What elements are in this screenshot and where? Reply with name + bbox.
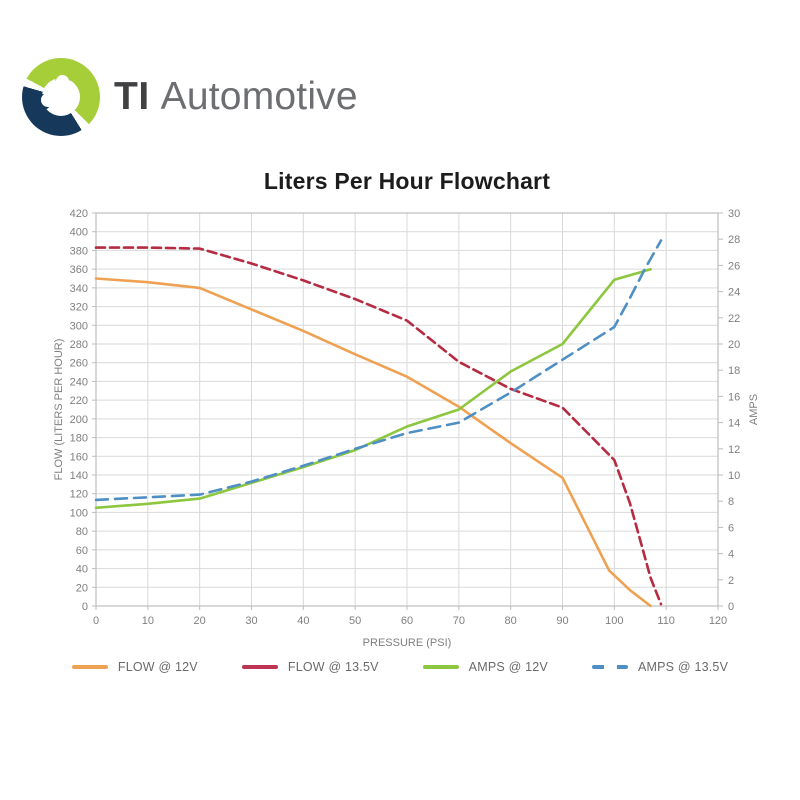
brand-ti: TI [114, 75, 150, 118]
left-axis-tick-label: 100 [70, 507, 88, 519]
right-axis-tick-label: 4 [728, 549, 734, 561]
legend-swatch [591, 665, 628, 669]
left-axis-tick-label: 300 [70, 320, 88, 332]
series-line-amps-12v [94, 268, 652, 510]
left-axis-tick-label: 280 [70, 339, 88, 351]
legend-label: FLOW @ 12V [117, 660, 198, 674]
left-axis-tick-label: 40 [76, 564, 88, 576]
legend-label: FLOW @ 13.5V [287, 660, 379, 674]
right-axis-tick-label: 12 [728, 444, 740, 456]
right-axis-tick-label: 18 [728, 365, 740, 377]
legend-swatch [71, 665, 108, 669]
legend-item-flow-12v: FLOW @ 12V [71, 660, 198, 674]
x-axis-tick-label: 70 [453, 615, 465, 627]
right-axis-tick-label: 8 [728, 496, 734, 508]
ti-automotive-logo: TI Automotive [22, 58, 358, 136]
x-axis-tick-label: 40 [297, 615, 309, 627]
brand-automotive: Automotive [160, 75, 358, 118]
left-axis-tick-label: 380 [70, 245, 88, 257]
x-axis-title: PRESSURE (PSI) [363, 637, 452, 649]
x-axis-tick-label: 100 [605, 615, 623, 627]
left-axis-tick-label: 140 [70, 470, 88, 482]
right-axis-tick-label: 22 [728, 313, 740, 325]
series-line-amps-13.5v [94, 239, 663, 502]
legend-swatch [422, 665, 459, 669]
right-axis-tick-label: 24 [728, 287, 740, 299]
legend-swatch [241, 665, 278, 669]
right-axis-tick-label: 10 [728, 470, 740, 482]
series-line-flow-13.5v [94, 246, 663, 606]
right-axis-tick-label: 6 [728, 522, 734, 534]
right-axis-tick-label: 26 [728, 260, 740, 272]
x-axis-tick-label: 10 [142, 615, 154, 627]
x-axis-tick-label: 30 [245, 615, 257, 627]
brand-name: TI Automotive [114, 75, 358, 119]
left-axis-tick-label: 60 [76, 545, 88, 557]
chart-legend: FLOW @ 12V FLOW @ 13.5V AMPS @ 12V AMPS @ 1… [0, 660, 800, 674]
left-axis-tick-label: 220 [70, 395, 88, 407]
left-axis-tick-label: 320 [70, 302, 88, 314]
x-axis-tick-label: 110 [657, 615, 675, 627]
left-axis-tick-label: 340 [70, 283, 88, 295]
left-axis-tick-label: 260 [70, 358, 88, 370]
flow-chart-plot: 0204060801001201401601802002202402602803… [53, 208, 760, 649]
x-axis-tick-label: 80 [505, 615, 517, 627]
left-axis-tick-label: 120 [70, 489, 88, 501]
right-axis-tick-label: 20 [728, 339, 740, 351]
chart-title: Liters Per Hour Flowchart [263, 168, 551, 194]
legend-label: AMPS @ 13.5V [637, 660, 729, 674]
left-axis-tick-label: 240 [70, 376, 88, 388]
x-axis-tick-label: 60 [401, 615, 413, 627]
series-line-flow-12v [94, 277, 652, 608]
left-axis-title: FLOW (LITERS PER HOUR) [53, 339, 65, 481]
left-axis-tick-label: 200 [70, 414, 88, 426]
x-axis-tick-label: 20 [194, 615, 206, 627]
right-axis-tick-label: 2 [728, 575, 734, 587]
left-axis-tick-label: 360 [70, 264, 88, 276]
legend-item-amps-13.5v: AMPS @ 13.5V [591, 660, 729, 674]
right-axis-tick-label: 16 [728, 391, 740, 403]
right-axis-tick-label: 0 [728, 601, 734, 613]
legend-item-amps-12v: AMPS @ 12V [422, 660, 548, 674]
x-axis-tick-label: 0 [93, 615, 99, 627]
x-axis-tick-label: 50 [349, 615, 361, 627]
left-axis-tick-label: 160 [70, 451, 88, 463]
left-axis-tick-label: 400 [70, 227, 88, 239]
x-axis-tick-label: 120 [709, 615, 727, 627]
left-axis-tick-label: 80 [76, 526, 88, 538]
x-axis-tick-label: 90 [556, 615, 568, 627]
right-axis-tick-label: 28 [728, 234, 740, 246]
left-axis-tick-label: 420 [70, 208, 88, 220]
legend-item-flow-13.5v: FLOW @ 13.5V [241, 660, 379, 674]
left-axis-tick-label: 20 [76, 582, 88, 594]
right-axis-tick-label: 30 [728, 208, 740, 220]
left-axis-tick-label: 180 [70, 433, 88, 445]
ti-automotive-logo-icon [22, 58, 100, 136]
flow-chart: Liters Per Hour Flowchart 0 20 40 60 80 100 12… [0, 168, 800, 708]
right-axis-tick-label: 14 [728, 418, 740, 430]
right-axis-title: AMPS [748, 394, 760, 425]
legend-label: AMPS @ 12V [468, 660, 548, 674]
left-axis-tick-label: 0 [82, 601, 88, 613]
